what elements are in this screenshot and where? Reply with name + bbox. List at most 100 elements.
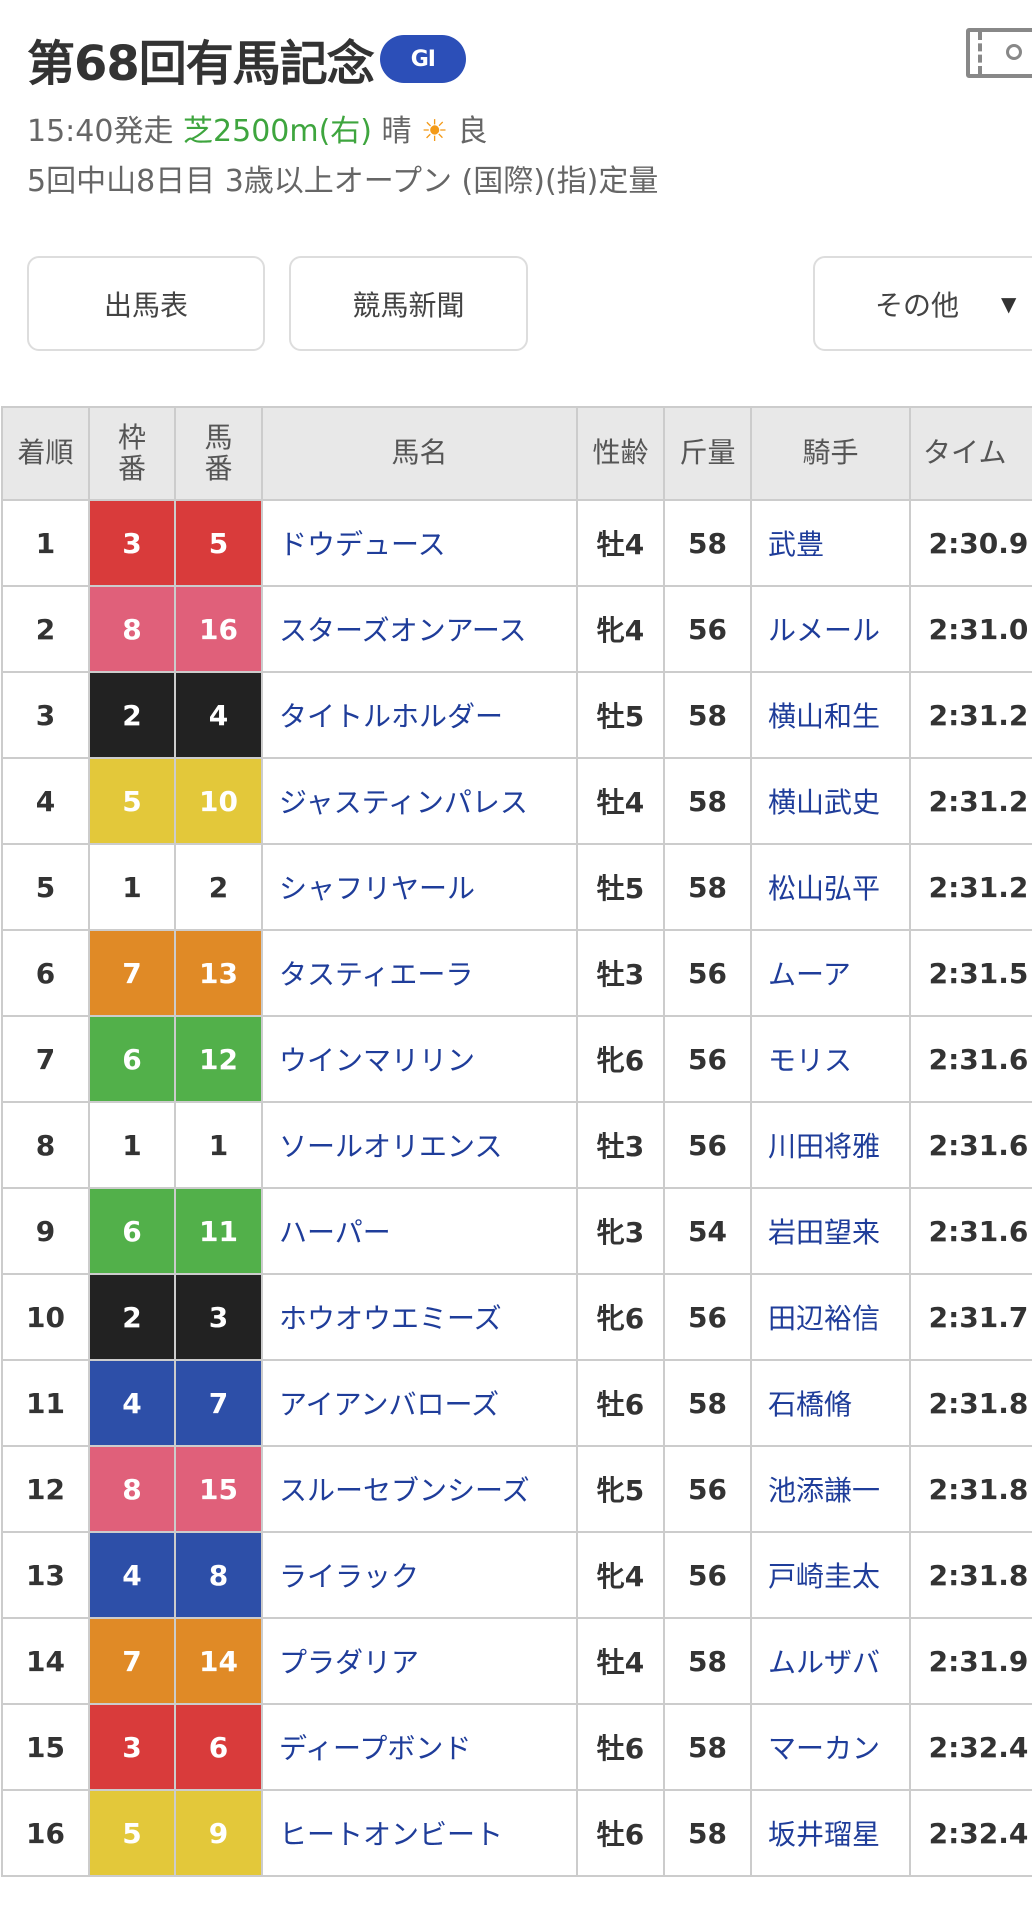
frame-cell: 4 [88, 1359, 176, 1447]
jockey-link[interactable]: 横山和生 [750, 671, 911, 759]
sex-age-cell: 牡5 [576, 843, 665, 931]
chevron-down-icon: ▼ [1001, 291, 1017, 316]
weight-cell: 54 [663, 1187, 752, 1275]
time-cell: 2:31.8 [909, 1445, 1032, 1533]
horse-name-link[interactable]: スルーセブンシーズ [261, 1445, 578, 1533]
time-cell: 2:31.0 [909, 585, 1032, 673]
rank-cell: 12 [1, 1445, 90, 1533]
horse-name-link[interactable]: ホウオウエミーズ [261, 1273, 578, 1361]
jockey-link[interactable]: 池添謙一 [750, 1445, 911, 1533]
rank-cell: 10 [1, 1273, 90, 1361]
weight-cell: 58 [663, 1703, 752, 1791]
horse-name-link[interactable]: ウインマリリン [261, 1015, 578, 1103]
rank-cell: 2 [1, 585, 90, 673]
number-cell: 13 [174, 929, 263, 1017]
horse-name-link[interactable]: アイアンバローズ [261, 1359, 578, 1447]
other-label: その他 [875, 288, 960, 322]
start-time: 15:40発走 [27, 114, 174, 149]
number-cell: 9 [174, 1789, 263, 1877]
header-rank: 着順 [1, 406, 90, 501]
race-conditions: 15:40発走 芝2500m(右) 晴 ☀ 良 [27, 106, 488, 150]
frame-cell: 7 [88, 929, 176, 1017]
grade-badge: GI [379, 35, 466, 83]
table-row: 7 6 12 ウインマリリン 牝6 56 モリス 2:31.6 [1, 1015, 1032, 1103]
other-dropdown[interactable]: その他 ▼ [813, 256, 1032, 351]
jockey-link[interactable]: 坂井瑠星 [750, 1789, 911, 1877]
horse-name-link[interactable]: ドウデュース [261, 499, 578, 587]
horse-name-link[interactable]: ヒートオンビート [261, 1789, 578, 1877]
rank-cell: 7 [1, 1015, 90, 1103]
sex-age-cell: 牡4 [576, 1617, 665, 1705]
jockey-link[interactable]: 戸崎圭太 [750, 1531, 911, 1619]
sex-age-cell: 牡5 [576, 671, 665, 759]
number-cell: 15 [174, 1445, 263, 1533]
frame-cell: 8 [88, 585, 176, 673]
race-info: 5回中山8日目 3歳以上オープン (国際)(指)定量 [27, 164, 659, 199]
frame-cell: 6 [88, 1187, 176, 1275]
sex-age-cell: 牝4 [576, 585, 665, 673]
frame-cell: 2 [88, 671, 176, 759]
number-cell: 11 [174, 1187, 263, 1275]
sex-age-cell: 牝5 [576, 1445, 665, 1533]
horse-name-link[interactable]: シャフリヤール [261, 843, 578, 931]
jockey-link[interactable]: 田辺裕信 [750, 1273, 911, 1361]
jockey-link[interactable]: ムーア [750, 929, 911, 1017]
frame-cell: 1 [88, 843, 176, 931]
table-row: 6 7 13 タスティエーラ 牡3 56 ムーア 2:31.5 [1, 929, 1032, 1017]
table-row: 13 4 8 ライラック 牝4 56 戸崎圭太 2:31.8 [1, 1531, 1032, 1619]
horse-name-link[interactable]: タスティエーラ [261, 929, 578, 1017]
table-row: 3 2 4 タイトルホルダー 牡5 58 横山和生 2:31.2 [1, 671, 1032, 759]
entries-button[interactable]: 出馬表 [27, 256, 265, 351]
weight-cell: 56 [663, 585, 752, 673]
jockey-link[interactable]: 武豊 [750, 499, 911, 587]
table-row: 9 6 11 ハーパー 牝3 54 岩田望来 2:31.6 [1, 1187, 1032, 1275]
table-row: 4 5 10 ジャスティンパレス 牡4 58 横山武史 2:31.2 [1, 757, 1032, 845]
sex-age-cell: 牝3 [576, 1187, 665, 1275]
frame-cell: 1 [88, 1101, 176, 1189]
race-title: 第68回有馬記念 GI [27, 24, 466, 94]
rank-cell: 9 [1, 1187, 90, 1275]
film-icon[interactable] [966, 28, 1032, 78]
jockey-link[interactable]: マーカン [750, 1703, 911, 1791]
jockey-link[interactable]: モリス [750, 1015, 911, 1103]
horse-name-link[interactable]: ジャスティンパレス [261, 757, 578, 845]
jockey-link[interactable]: 松山弘平 [750, 843, 911, 931]
table-row: 12 8 15 スルーセブンシーズ 牝5 56 池添謙一 2:31.8 [1, 1445, 1032, 1533]
sex-age-cell: 牡3 [576, 929, 665, 1017]
weight-cell: 56 [663, 1445, 752, 1533]
rank-cell: 16 [1, 1789, 90, 1877]
number-cell: 4 [174, 671, 263, 759]
course: 芝2500m(右) [183, 114, 372, 149]
frame-cell: 5 [88, 1789, 176, 1877]
sex-age-cell: 牡4 [576, 757, 665, 845]
jockey-link[interactable]: 岩田望来 [750, 1187, 911, 1275]
horse-name-link[interactable]: タイトルホルダー [261, 671, 578, 759]
horse-name-link[interactable]: ライラック [261, 1531, 578, 1619]
number-cell: 3 [174, 1273, 263, 1361]
table-row: 5 1 2 シャフリヤール 牡5 58 松山弘平 2:31.2 [1, 843, 1032, 931]
jockey-link[interactable]: 横山武史 [750, 757, 911, 845]
horse-name-link[interactable]: ソールオリエンス [261, 1101, 578, 1189]
table-row: 14 7 14 プラダリア 牡4 58 ムルザバ 2:31.9 [1, 1617, 1032, 1705]
jockey-link[interactable]: 川田将雅 [750, 1101, 911, 1189]
horse-name-link[interactable]: ハーパー [261, 1187, 578, 1275]
table-row: 1 3 5 ドウデュース 牡4 58 武豊 2:30.9 [1, 499, 1032, 587]
horse-name-link[interactable]: スターズオンアース [261, 585, 578, 673]
time-cell: 2:31.6 [909, 1187, 1032, 1275]
header-frame: 枠番 [88, 406, 176, 501]
jockey-link[interactable]: ムルザバ [750, 1617, 911, 1705]
horse-name-link[interactable]: ディープボンド [261, 1703, 578, 1791]
jockey-link[interactable]: 石橋脩 [750, 1359, 911, 1447]
jockey-link[interactable]: ルメール [750, 585, 911, 673]
number-cell: 12 [174, 1015, 263, 1103]
newspaper-button[interactable]: 競馬新聞 [289, 256, 528, 351]
time-cell: 2:32.4 [909, 1703, 1032, 1791]
sex-age-cell: 牝6 [576, 1273, 665, 1361]
weight-cell: 56 [663, 1015, 752, 1103]
time-cell: 2:31.6 [909, 1101, 1032, 1189]
number-cell: 8 [174, 1531, 263, 1619]
number-cell: 14 [174, 1617, 263, 1705]
time-cell: 2:31.2 [909, 843, 1032, 931]
weight-cell: 58 [663, 757, 752, 845]
horse-name-link[interactable]: プラダリア [261, 1617, 578, 1705]
